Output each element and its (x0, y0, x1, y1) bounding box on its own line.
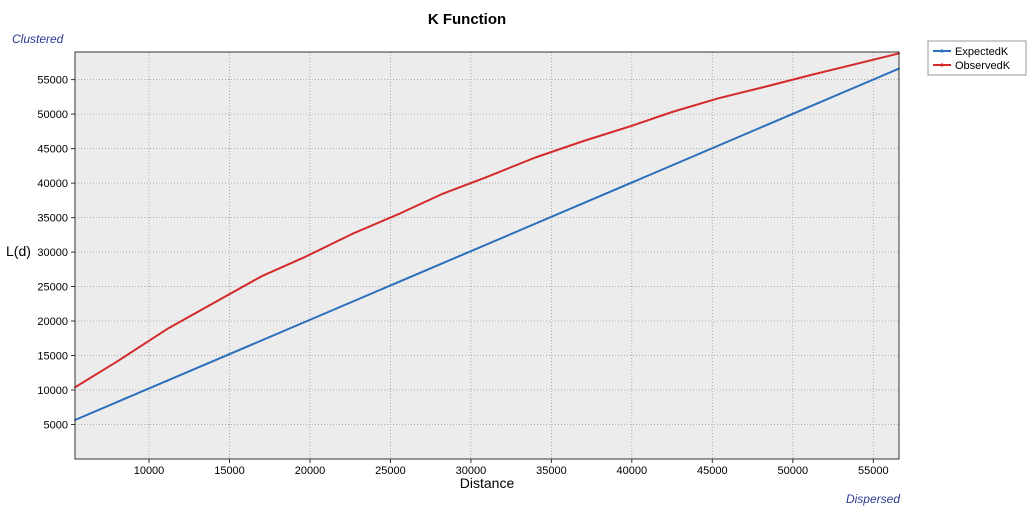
clustered-annotation: Clustered (12, 32, 64, 46)
legend-label-observedk: ObservedK (955, 60, 1011, 72)
series-lines (74, 52, 900, 421)
legend-box (927, 40, 1027, 76)
legend-label-expectedk: ExpectedK (955, 46, 1009, 58)
y-tick-label: 5000 (44, 420, 68, 432)
y-tick-label: 50000 (37, 109, 68, 121)
y-tick-label: 15000 (37, 351, 68, 363)
y-tick-label: 25000 (37, 282, 68, 294)
legend-marker-observedk (940, 63, 944, 67)
dispersed-annotation: Dispersed (846, 492, 900, 506)
series-line-expectedk (74, 67, 900, 421)
x-tick-label: 40000 (617, 465, 648, 477)
y-tick-label: 40000 (37, 178, 68, 190)
x-tick-label: 50000 (778, 465, 809, 477)
x-tick-label: 35000 (536, 465, 567, 477)
y-tick-label: 45000 (37, 144, 68, 156)
axis-ticks: 10000 15000 20000 25000 30000 35000 40000 45000… (37, 75, 888, 477)
plot-frame (74, 51, 900, 460)
plot-background (75, 52, 899, 459)
y-tick-label: 10000 (37, 385, 68, 397)
y-tick-label: 30000 (37, 247, 68, 259)
legend: ExpectedK ObservedK (927, 40, 1027, 76)
y-tick-label: 35000 (37, 213, 68, 225)
y-tick-label: 20000 (37, 316, 68, 328)
x-tick-label: 15000 (214, 465, 245, 477)
grid-lines (75, 52, 899, 459)
x-tick-label: 45000 (697, 465, 728, 477)
x-tick-label: 20000 (295, 465, 326, 477)
x-tick-label: 25000 (375, 465, 406, 477)
x-axis-label: Distance (460, 475, 515, 491)
y-tick-label: 55000 (37, 75, 68, 87)
series-line-observedk (74, 52, 900, 389)
x-tick-label: 30000 (456, 465, 487, 477)
chart-title: K Function (428, 11, 506, 28)
x-tick-label: 10000 (134, 465, 165, 477)
y-axis-label: L(d) (6, 243, 31, 259)
x-tick-label: 55000 (858, 465, 889, 477)
legend-marker-expectedk (940, 49, 944, 53)
